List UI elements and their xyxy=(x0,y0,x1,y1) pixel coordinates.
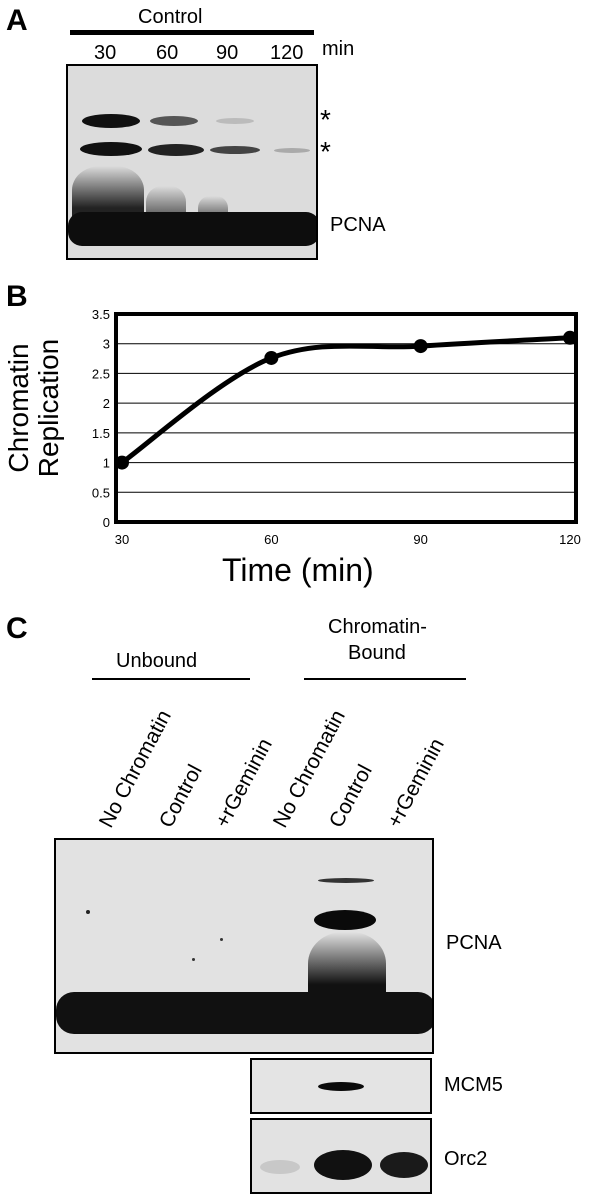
group-bound-line1: Chromatin- xyxy=(328,616,427,638)
lane-c-5: Control xyxy=(324,760,377,832)
panel-a-unit: min xyxy=(322,38,355,60)
x-tick-label-1: 60 xyxy=(264,532,278,547)
panel-a-lane-90: 90 xyxy=(216,42,239,64)
series-line xyxy=(120,335,571,465)
panel-a-lane-120: 120 xyxy=(270,42,304,64)
panel-b-xlabel: Time (min) xyxy=(222,552,374,588)
panel-a-letter: A xyxy=(6,4,28,37)
data-point-1 xyxy=(264,350,279,365)
panel-c-letter: C xyxy=(6,612,28,645)
x-tick-label-0: 30 xyxy=(115,532,129,547)
panel-a-blot xyxy=(66,64,318,260)
panel-b-letter: B xyxy=(6,280,28,313)
panel-c-orc2-label: Orc2 xyxy=(444,1148,488,1170)
panel-a-marker-2: * xyxy=(320,136,331,167)
y-tick-label-0: 0 xyxy=(103,515,110,530)
panel-c-mcm5-label: MCM5 xyxy=(444,1074,503,1096)
lane-c-3: +rGeminin xyxy=(210,734,277,832)
panel-a-lane-60: 60 xyxy=(156,42,179,64)
panel-b-ylabel-line1: Chromatin xyxy=(3,343,34,473)
data-point-3 xyxy=(563,330,577,345)
data-point-0 xyxy=(115,455,129,470)
chart-b: 0 0.5 1 1.5 2 2.5 3 3.5 30 60 90 120 xyxy=(92,307,581,547)
y-tick-label-1: 0.5 xyxy=(92,485,110,500)
y-tick-label-6: 3 xyxy=(103,337,110,352)
lane-c-2: Control xyxy=(154,760,207,832)
panel-a-header: Control xyxy=(138,6,203,28)
y-tick-label-4: 2 xyxy=(103,396,110,411)
panel-c-mcm5-blot xyxy=(250,1058,432,1114)
panel-a-lane-30: 30 xyxy=(94,42,117,64)
panel-a-pcna-label: PCNA xyxy=(330,214,386,236)
lane-c-6: +rGeminin xyxy=(382,734,449,832)
group-unbound: Unbound xyxy=(116,650,198,672)
y-tick-label-5: 2.5 xyxy=(92,366,110,381)
plot-frame xyxy=(114,312,578,524)
y-tick-label-7: 3.5 xyxy=(92,307,110,322)
x-tick-label-3: 120 xyxy=(559,532,581,547)
group-unbound-bar xyxy=(92,678,250,680)
group-bound-bar xyxy=(304,678,466,680)
panel-c-pcna-label: PCNA xyxy=(446,932,502,954)
x-tick-label-2: 90 xyxy=(413,532,427,547)
data-point-2 xyxy=(413,339,428,354)
panel-a-header-bar xyxy=(70,30,314,35)
y-tick-label-2: 1 xyxy=(103,456,110,471)
panel-c-orc2-blot xyxy=(250,1118,432,1194)
y-tick-label-3: 1.5 xyxy=(92,426,110,441)
group-bound-line2: Bound xyxy=(348,642,406,664)
panel-c-pcna-blot xyxy=(54,838,434,1054)
panel-a-marker-1: * xyxy=(320,104,331,135)
